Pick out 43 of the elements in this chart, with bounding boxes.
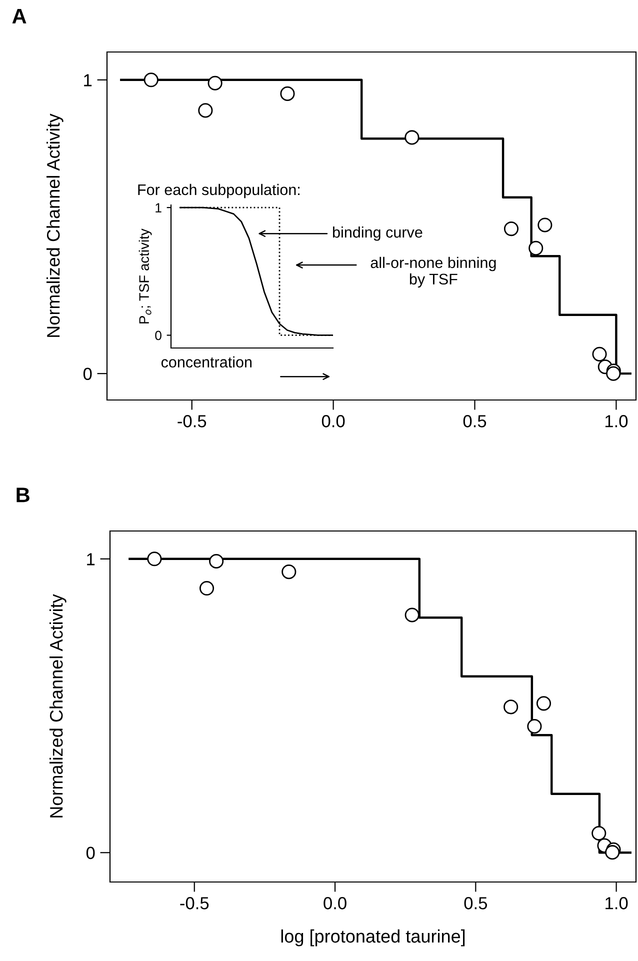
y-tick-label: 0 (86, 846, 95, 860)
point (404, 608, 420, 622)
y-axis-title: Normalized Channel Activity (46, 114, 64, 337)
chart-title: For each subpopulation: (138, 184, 300, 198)
x-tick-label: 0.5 (463, 415, 486, 428)
point (536, 696, 552, 711)
annotation: binding curve (333, 226, 422, 241)
point (198, 103, 213, 118)
point (605, 845, 620, 860)
y-tick-label: 0 (155, 330, 162, 340)
point (209, 554, 224, 569)
chart-title: B (16, 488, 30, 502)
point (528, 240, 544, 256)
x-tick-label: 1.0 (606, 897, 628, 910)
point (280, 86, 295, 101)
y-tick-label: 0 (83, 368, 92, 380)
y-axis-title: Normalized Channel Activity (49, 594, 66, 818)
point (144, 72, 158, 88)
point (592, 826, 606, 841)
point (208, 76, 222, 90)
point (504, 700, 518, 714)
point (504, 222, 519, 236)
chart-title: A (12, 8, 26, 24)
y-axis-title: P$_{o}$; TSF activity (138, 228, 152, 324)
x-tick-label: 0.0 (322, 415, 345, 428)
point (527, 719, 542, 734)
point (404, 130, 420, 145)
x-tick-label: -0.5 (180, 897, 209, 910)
x-tick-label: -0.5 (178, 415, 206, 428)
x-tick-label: 0.5 (464, 897, 488, 910)
x-axis-title: log [protonated taurine] (281, 929, 465, 946)
y-tick-label: 1 (87, 553, 95, 566)
point (282, 564, 296, 580)
y-tick-label: 1 (156, 203, 162, 212)
point (592, 346, 607, 362)
annotation: all-or-none binning by TSF (370, 256, 496, 288)
x-tick-label: 0.0 (324, 897, 346, 910)
y-tick-label: 1 (84, 74, 92, 86)
x-tick-label: 1.0 (605, 415, 628, 428)
point (199, 580, 214, 596)
point (147, 552, 162, 566)
x-axis-title: concentration (161, 356, 252, 368)
point (538, 218, 552, 232)
